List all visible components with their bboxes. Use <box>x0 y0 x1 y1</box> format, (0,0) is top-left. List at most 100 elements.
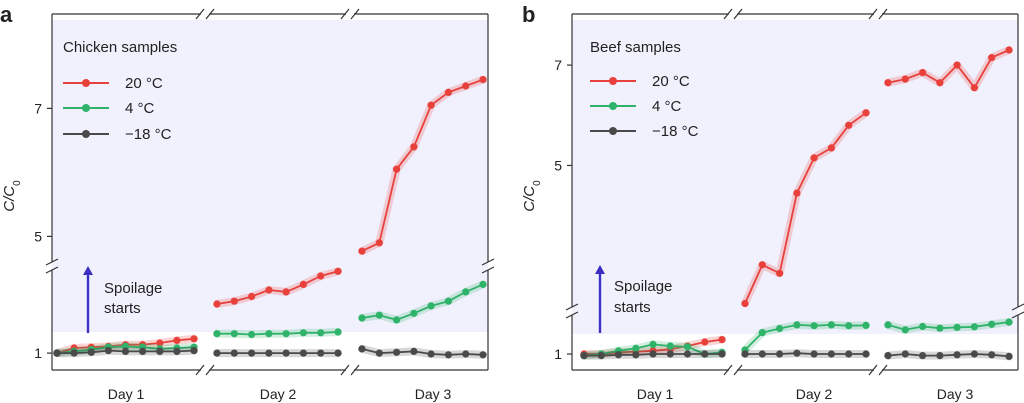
x-group-label: Day 1 <box>637 386 674 402</box>
axis-break-mark <box>878 8 888 20</box>
data-point <box>213 349 221 357</box>
axis-break-mark <box>195 8 205 20</box>
axis-break-mark <box>723 364 733 376</box>
data-point <box>317 272 325 280</box>
axis-break-mark <box>868 364 878 376</box>
data-point <box>230 297 238 305</box>
data-point <box>317 349 325 357</box>
data-point <box>884 352 892 360</box>
data-point <box>462 288 470 296</box>
data-point <box>810 154 818 162</box>
axis-break-mark <box>350 8 360 20</box>
data-point <box>104 347 112 355</box>
data-point <box>87 348 95 356</box>
legend-label: 20 °C <box>652 73 690 90</box>
legend-swatch-marker <box>82 130 90 138</box>
data-point <box>827 350 836 358</box>
data-point <box>919 69 927 77</box>
data-point <box>479 351 487 359</box>
data-point <box>758 329 766 337</box>
y-axis-label: C/C0 <box>1 180 23 212</box>
data-point <box>845 121 853 129</box>
data-point <box>213 300 221 308</box>
y-axis-label-sub: 0 <box>532 180 543 186</box>
axis-break-mark <box>733 8 743 20</box>
data-point <box>248 330 256 339</box>
data-point <box>190 347 198 355</box>
panel-letter: a <box>0 2 13 27</box>
axis-break-mark <box>481 266 495 274</box>
data-point <box>758 261 766 269</box>
data-point <box>827 321 836 329</box>
axis-break-mark <box>1011 303 1024 311</box>
data-point <box>265 330 273 338</box>
chart-panel-b: b 1 5 7 C/C0 Day 1 Day 2 Day 3 Spoilage starts Bee… <box>521 2 1024 402</box>
spoilage-label-line2: starts <box>104 300 141 317</box>
axis-break-mark <box>878 364 888 376</box>
data-point <box>427 302 435 310</box>
data-point <box>299 349 307 357</box>
data-point <box>597 352 605 360</box>
axis-break-mark <box>340 8 350 20</box>
data-point <box>375 349 383 357</box>
legend-label: −18 °C <box>125 126 172 143</box>
data-point <box>282 349 290 357</box>
legend-label: 4 °C <box>652 98 682 115</box>
spoilage-label-line1: Spoilage <box>104 280 162 297</box>
data-point <box>444 88 452 96</box>
data-point <box>970 350 979 358</box>
data-point <box>793 349 801 357</box>
data-point <box>173 347 181 355</box>
axis-break-mark <box>565 303 579 311</box>
data-point <box>845 350 853 358</box>
data-point <box>862 350 870 358</box>
data-point <box>988 320 996 328</box>
data-point <box>632 344 640 352</box>
data-point <box>614 351 623 359</box>
data-point <box>936 324 944 332</box>
data-point <box>53 349 61 357</box>
data-point <box>70 349 78 357</box>
data-point <box>265 349 273 357</box>
data-point <box>793 321 801 329</box>
axis-break-mark <box>195 364 205 376</box>
data-point <box>936 352 944 360</box>
data-point <box>248 292 256 301</box>
chart-panel-a: a 1 5 7 C/C0 Day 1 Day 2 Day 3 Spoilage starts Chi… <box>0 2 495 402</box>
legend-title: Beef samples <box>590 39 681 56</box>
data-point <box>758 350 766 358</box>
data-point <box>810 322 818 330</box>
data-point <box>282 330 290 338</box>
x-group-label: Day 1 <box>108 386 145 402</box>
data-point <box>776 269 784 277</box>
legend-label: 20 °C <box>125 75 163 92</box>
y-axis-label: C/C0 <box>521 180 543 212</box>
data-point <box>718 336 726 344</box>
data-point <box>444 351 452 359</box>
data-point <box>953 61 961 69</box>
data-point <box>901 75 909 83</box>
data-point <box>776 350 784 358</box>
data-point <box>479 76 487 84</box>
data-point <box>701 350 709 358</box>
data-point <box>462 82 470 90</box>
data-point <box>580 352 588 360</box>
data-point <box>121 347 130 355</box>
data-point <box>862 321 870 329</box>
data-point <box>776 324 784 333</box>
data-point <box>427 350 435 358</box>
axis-break-mark <box>1011 311 1024 319</box>
axis-break-mark <box>733 364 743 376</box>
data-point <box>334 328 342 336</box>
legend-label: 4 °C <box>125 100 155 117</box>
x-group-label: Day 3 <box>937 386 974 402</box>
data-point <box>248 349 256 357</box>
data-point <box>919 322 927 331</box>
legend-swatch-marker <box>609 77 617 85</box>
spoilage-arrowhead <box>83 266 93 275</box>
data-point <box>213 330 221 338</box>
legend-swatch-marker <box>82 104 90 112</box>
panel-letter: b <box>522 2 535 27</box>
data-point <box>462 350 470 358</box>
